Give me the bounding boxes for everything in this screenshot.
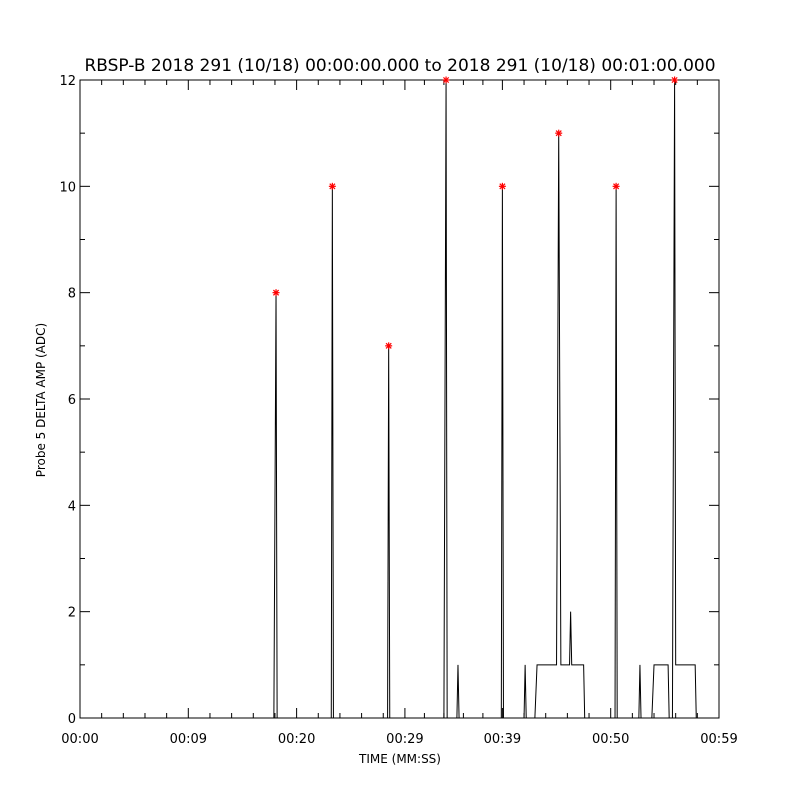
chart-title: RBSP-B 2018 291 (10/18) 00:00:00.000 to …: [84, 56, 715, 76]
axis-ticks: [79, 79, 720, 719]
peak-marker: [328, 182, 336, 190]
peak-marker: [671, 76, 679, 84]
peak-marker: [272, 289, 280, 297]
y-tick-label: 12: [59, 74, 76, 89]
y-tick-label: 2: [68, 606, 76, 621]
x-tick-label: 00:20: [278, 732, 315, 747]
y-tick-label: 10: [59, 180, 76, 195]
peak-marker: [498, 182, 506, 190]
x-tick-label: 00:59: [700, 732, 737, 747]
plot-frame: [79, 79, 720, 719]
series-line: [80, 79, 719, 719]
x-tick-label: 00:29: [386, 732, 423, 747]
peak-marker: [612, 182, 620, 190]
tick-labels: 0 2 4 6 8 10 12 00:00 00:09 00:20 00:29 00:39 00:50 0…: [59, 74, 737, 747]
x-tick-label: 00:50: [592, 732, 629, 747]
x-tick-label: 00:09: [170, 732, 207, 747]
peak-marker: [555, 129, 563, 137]
x-axis-label: TIME (MM:SS): [358, 752, 441, 766]
y-tick-label: 6: [68, 393, 76, 408]
y-axis-label: Probe 5 DELTA AMP (ADC): [34, 323, 48, 477]
peak-marker: [385, 342, 393, 350]
x-tick-label: 00:39: [484, 732, 521, 747]
y-tick-label: 8: [68, 287, 76, 302]
x-tick-label: 00:00: [61, 732, 98, 747]
y-tick-label: 0: [68, 712, 76, 727]
peak-marker: [442, 76, 450, 84]
peak-markers: [272, 76, 679, 350]
y-tick-label: 4: [68, 499, 76, 514]
